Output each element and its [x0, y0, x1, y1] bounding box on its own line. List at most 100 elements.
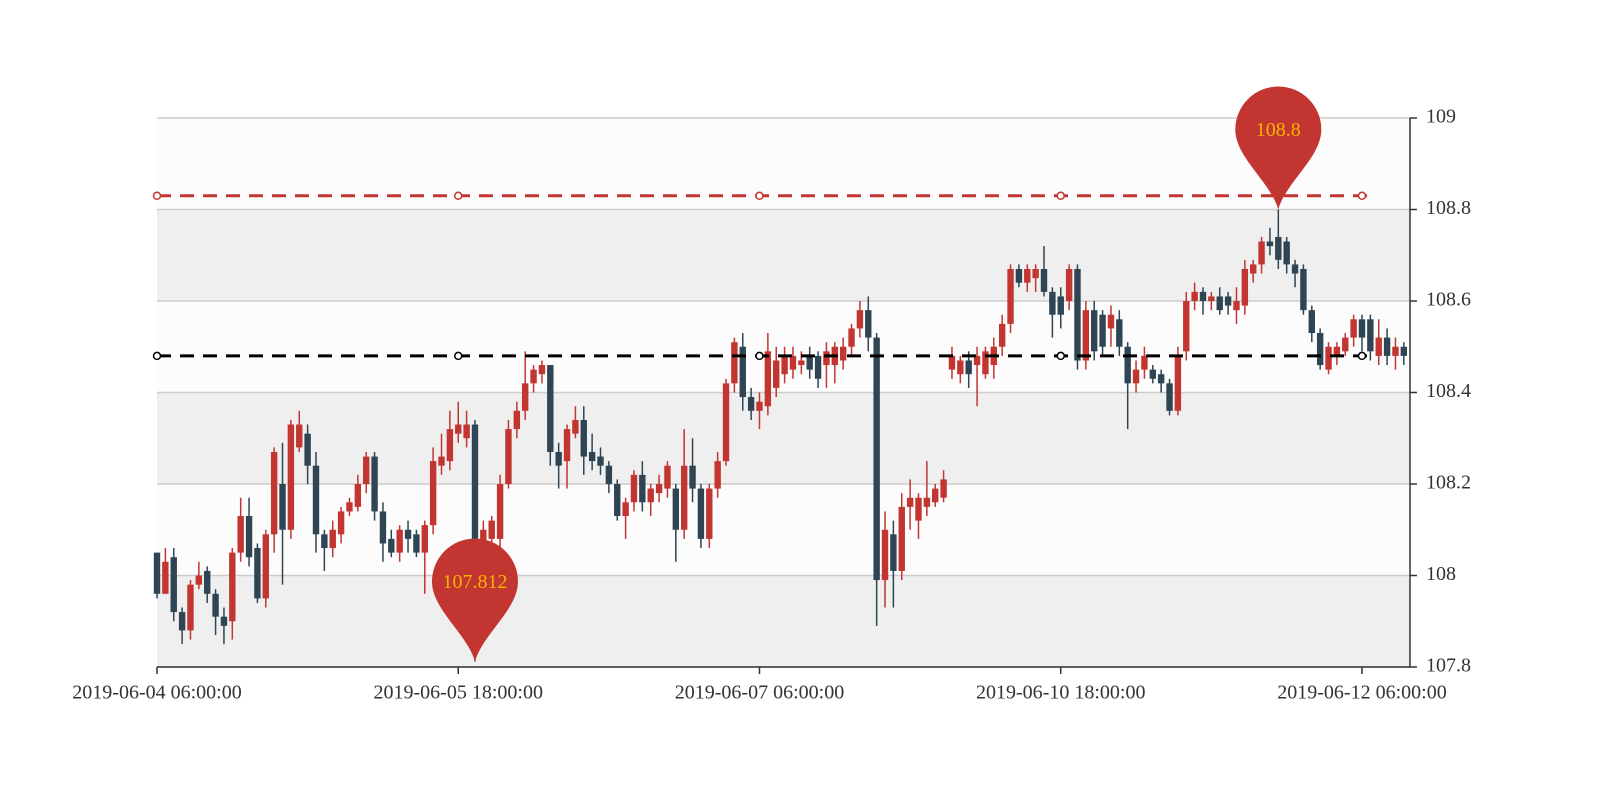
candle-body	[781, 355, 788, 375]
candle-body	[580, 419, 587, 457]
candle-body	[1065, 268, 1073, 301]
candle-body	[279, 484, 286, 530]
candle-body	[1250, 264, 1257, 274]
candle-body	[530, 369, 537, 384]
candle-body	[940, 479, 947, 498]
candle-body	[178, 612, 186, 631]
candle-body	[1040, 268, 1048, 292]
candle-body	[379, 511, 387, 544]
candle-body	[245, 516, 253, 558]
mark-line-dot	[1357, 351, 1367, 361]
candle-body	[1174, 355, 1182, 411]
candle-body	[1157, 374, 1165, 384]
candle-body	[1241, 268, 1249, 306]
grid-band	[157, 392, 1410, 484]
mark-line-dot	[453, 191, 463, 201]
grid-band	[157, 209, 1410, 301]
candle-body	[1358, 319, 1366, 338]
candle-body	[630, 474, 638, 503]
candle-body	[354, 484, 362, 507]
candle-body	[739, 346, 746, 398]
candle-body	[1375, 337, 1382, 356]
candle-body	[714, 461, 721, 489]
candle-body	[1383, 337, 1391, 356]
candle-body	[204, 570, 211, 594]
candle-body	[488, 520, 495, 539]
candle-body	[471, 424, 479, 539]
candle-body	[806, 355, 813, 370]
candle-body	[697, 488, 705, 539]
mark-line-dot	[755, 351, 764, 361]
candle-body	[1342, 337, 1349, 352]
candle-body	[429, 461, 437, 526]
candle-body	[1007, 268, 1014, 324]
y-tick-label: 108.4	[1426, 380, 1471, 402]
x-tick-label: 2019-06-07 06:00:00	[675, 682, 844, 704]
candle-body	[965, 360, 972, 375]
candle-body	[262, 534, 269, 599]
candle-body	[254, 548, 261, 599]
candle-body	[563, 429, 571, 462]
candle-body	[187, 584, 194, 631]
mark-point-label: 107.812	[442, 571, 507, 593]
candle-body	[1107, 314, 1115, 329]
candle-body	[212, 593, 219, 617]
candle-body	[773, 360, 780, 388]
candle-body	[1224, 296, 1232, 306]
y-tick-label: 108	[1426, 563, 1456, 585]
candle-body	[296, 424, 303, 448]
candle-body	[413, 534, 420, 553]
grid-band	[157, 575, 1410, 667]
candle-body	[455, 424, 462, 434]
candle-body	[496, 484, 504, 539]
candle-body	[655, 484, 663, 494]
mark-line-dot	[755, 191, 764, 201]
candle-body	[839, 346, 847, 361]
candle-body	[1015, 268, 1023, 283]
candle-body	[1392, 346, 1399, 356]
candle-body	[1124, 346, 1131, 384]
candle-body	[547, 365, 554, 452]
candle-body	[957, 360, 964, 375]
y-tick-label: 108.6	[1426, 289, 1471, 311]
candle-body	[1024, 268, 1031, 283]
candle-body	[798, 360, 805, 366]
candle-body	[337, 511, 345, 535]
candle-body	[1149, 369, 1156, 379]
candle-body	[747, 397, 755, 411]
candle-body	[706, 488, 713, 539]
candle-body	[722, 383, 730, 462]
mark-line-dot	[1357, 191, 1367, 201]
candle-body	[1074, 268, 1081, 361]
candle-body	[388, 538, 395, 553]
candle-body	[329, 529, 336, 549]
candle-body	[1049, 291, 1056, 315]
grid-band	[157, 484, 1410, 576]
candle-body	[1057, 296, 1064, 315]
candle-body	[1082, 310, 1090, 361]
mark-line-dot	[1056, 351, 1065, 361]
candle-body	[622, 502, 629, 517]
candle-body	[1132, 369, 1140, 384]
candle-body	[605, 465, 613, 484]
candle-body	[689, 465, 696, 489]
candle-body	[1283, 241, 1290, 265]
candle-body	[664, 465, 671, 489]
candle-body	[237, 516, 244, 553]
candle-body	[848, 328, 855, 347]
candle-body	[1275, 236, 1282, 260]
candle-body	[321, 534, 328, 549]
candle-body	[672, 488, 680, 530]
candle-body	[463, 424, 470, 439]
candle-body	[915, 497, 922, 521]
candle-body	[1199, 291, 1207, 301]
candle-body	[898, 506, 905, 571]
candle-body	[446, 429, 454, 462]
x-tick-label: 2019-06-04 06:00:00	[72, 682, 241, 704]
grid-band	[157, 301, 1410, 393]
candle-body	[906, 497, 914, 507]
candle-body	[195, 575, 203, 585]
candle-body	[371, 456, 378, 512]
candle-body	[270, 451, 278, 535]
candle-body	[1099, 314, 1106, 347]
